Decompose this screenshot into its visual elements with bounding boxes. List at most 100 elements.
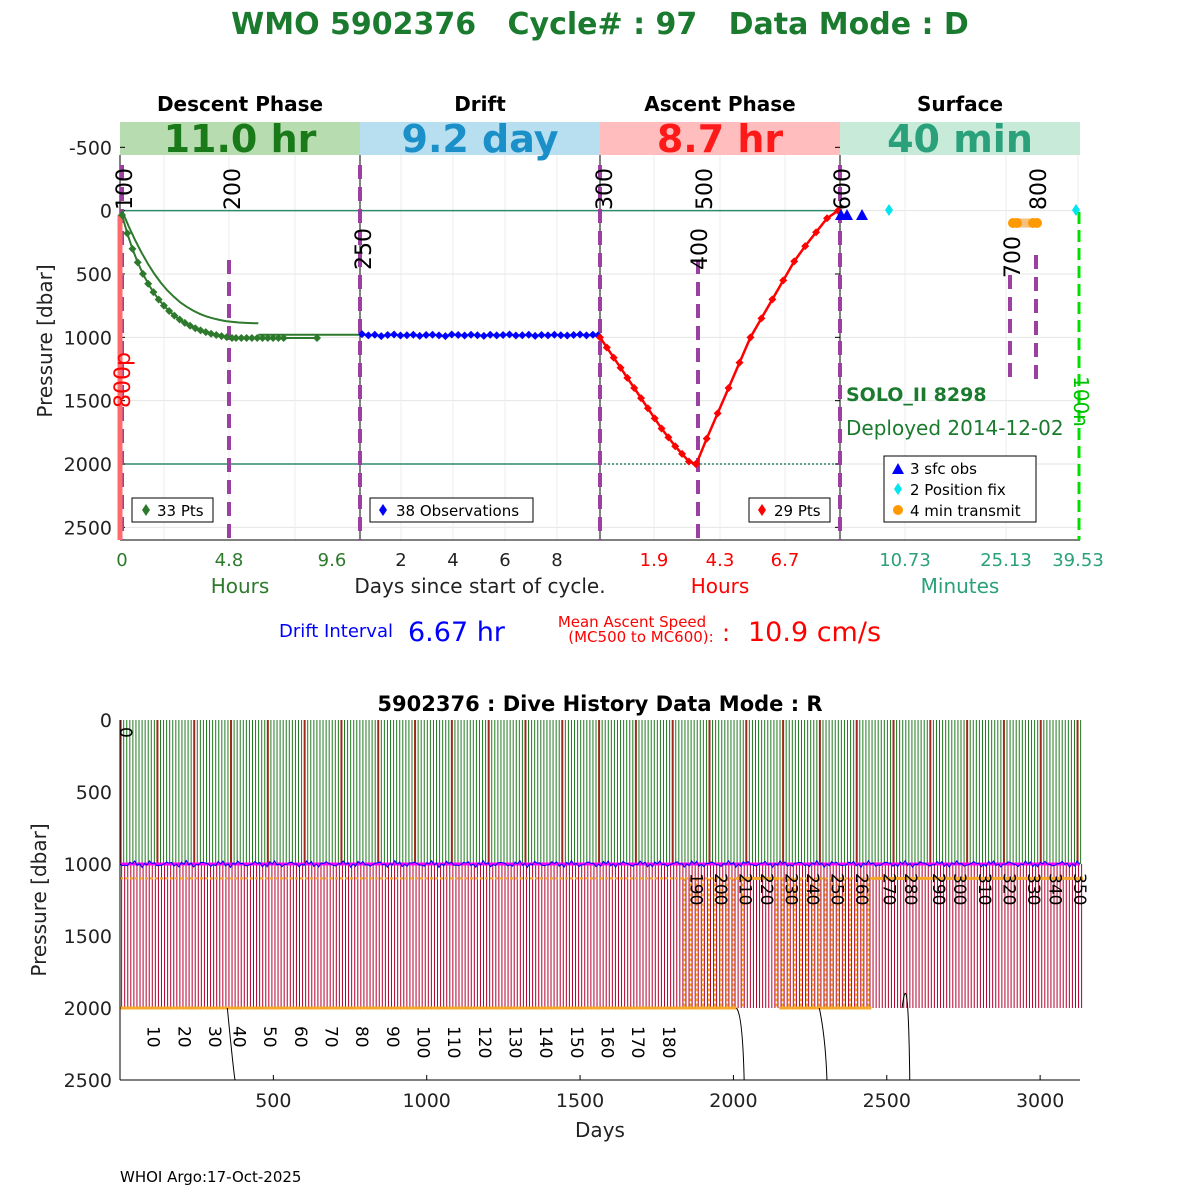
x-tick-label: 39.53	[1052, 550, 1104, 571]
drift-point	[531, 331, 540, 340]
drift-point	[428, 330, 437, 339]
descent-point	[269, 334, 278, 342]
x-tick-label: 4	[447, 550, 458, 571]
cycle-label: 60	[290, 1026, 310, 1048]
history-x-tick-label: 2500	[863, 1090, 911, 1112]
drift-point	[479, 331, 488, 340]
ascent-point	[623, 373, 632, 382]
mc-label: 500	[693, 168, 718, 210]
mc-label: 700	[1001, 236, 1026, 278]
surface-legend-text: 3 sfc obs	[910, 460, 977, 478]
phase-title: Descent Phase	[157, 92, 323, 116]
ascent-point	[602, 343, 611, 352]
y-tick-label: -500	[69, 137, 112, 159]
history-y-tick-label: 0	[100, 710, 112, 732]
drift-point	[537, 331, 546, 340]
ascent-point	[757, 314, 766, 323]
ascent-point	[609, 353, 618, 362]
y-tick-label: 2000	[64, 454, 112, 476]
history-x-axis-label: Days	[575, 1118, 625, 1142]
mc-100n-label: 100n	[1069, 376, 1093, 427]
drift-point	[518, 331, 527, 340]
cycle-label: 330	[1023, 873, 1043, 905]
surface-legend-text: 4 min transmit	[910, 502, 1021, 520]
drift-point	[434, 331, 443, 340]
cycle-label: 160	[597, 1026, 617, 1058]
descent-point	[118, 211, 126, 219]
cycle-label: 10	[143, 1026, 163, 1048]
x-tick-label: 9.6	[318, 550, 347, 571]
drift-point	[358, 330, 366, 339]
x-tick-label: 0	[116, 550, 127, 571]
cycle-label: 260	[851, 873, 871, 905]
drift-point	[460, 331, 469, 340]
drift-point	[422, 331, 431, 340]
figure-title: WMO 5902376 Cycle# : 97 Data Mode : D	[231, 7, 969, 42]
y-tick-label: 2500	[64, 517, 112, 539]
x-axis-label: Days since start of cycle.	[354, 574, 605, 598]
surface-obs-point	[841, 209, 853, 220]
cycle-label: 200	[710, 873, 730, 905]
ascent-point	[790, 257, 799, 266]
drift-point	[492, 331, 501, 340]
descent-point	[128, 244, 137, 253]
cycle-label: 140	[535, 1026, 555, 1058]
ascent-speed-value: 10.9 cm/s	[748, 617, 881, 648]
ascent-speed-colon: :	[722, 619, 730, 647]
descent-point	[263, 334, 272, 342]
drift-legend-text: 38 Observations	[396, 502, 519, 520]
drift-point	[511, 331, 520, 340]
cycle-label: 190	[685, 873, 705, 905]
x-tick-label: 25.13	[980, 550, 1032, 571]
cycle-label: 280	[900, 873, 920, 905]
history-trace	[226, 1007, 236, 1081]
descent-point	[253, 334, 262, 342]
descent-point	[237, 334, 246, 342]
cycle-label: 310	[974, 873, 994, 905]
drift-interval-value: 6.67 hr	[408, 617, 506, 648]
history-y-axis-label: Pressure [dbar]	[27, 823, 51, 976]
dive-history-chart: 5902376 : Dive History Data Mode : R0500…	[27, 692, 1089, 1142]
phase-title: Surface	[917, 92, 1003, 116]
legend-marker	[758, 504, 766, 516]
drift-point	[582, 331, 591, 340]
cycle-label: 120	[474, 1026, 494, 1058]
summary-line: Drift Interval 6.67 hr Mean Ascent Speed…	[279, 613, 881, 648]
mc-label: 300	[593, 168, 618, 210]
cycle-label: 320	[998, 873, 1018, 905]
cycle-label: 50	[259, 1026, 279, 1048]
ascent-point	[684, 457, 693, 466]
phase-band	[840, 122, 1080, 155]
ascent-point	[812, 228, 821, 237]
history-x-tick-label: 2000	[709, 1090, 757, 1112]
cycle-label: 220	[756, 873, 776, 905]
history-descent-bars	[119, 720, 1082, 864]
descent-point	[247, 334, 256, 342]
history-orange-profiles	[120, 876, 1084, 1010]
history-x-tick-label: 500	[255, 1090, 291, 1112]
legend-marker	[893, 505, 903, 515]
descent-point	[144, 279, 153, 288]
cycle-label: 230	[781, 873, 801, 905]
drift-point	[441, 332, 450, 341]
deployment-date: Deployed 2014-12-02	[846, 416, 1064, 440]
transmit-point	[1032, 218, 1042, 228]
cycle-label: 110	[443, 1026, 463, 1058]
x-axis-label: Hours	[691, 574, 750, 598]
cycle-label: 270	[879, 873, 899, 905]
ascent-point	[657, 424, 666, 433]
drift-interval-label: Drift Interval	[279, 621, 393, 642]
legend-marker	[142, 504, 150, 516]
surface-obs-point	[856, 209, 868, 220]
cycle-label: 70	[320, 1026, 340, 1048]
mc-label: 100	[113, 168, 138, 210]
drift-point	[454, 331, 463, 340]
ascent-legend-text: 29 Pts	[774, 502, 821, 520]
y-tick-label: 500	[76, 264, 112, 286]
descent-point	[212, 331, 221, 340]
mc-label: 800	[1027, 168, 1052, 210]
drift-point	[370, 330, 379, 339]
ascent-point	[671, 442, 680, 451]
position-fix-point	[885, 204, 893, 216]
cycle-label: 0	[115, 727, 135, 738]
